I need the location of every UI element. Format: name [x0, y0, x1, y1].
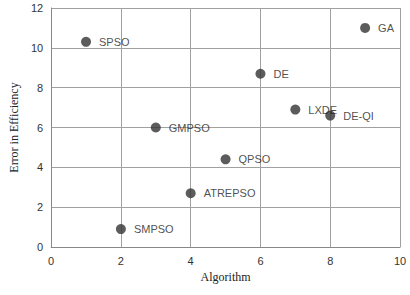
- svg-text:10: 10: [31, 42, 43, 54]
- svg-text:12: 12: [31, 2, 43, 14]
- svg-text:LXDE: LXDE: [308, 104, 337, 116]
- svg-text:Error in Efficiency: Error in Efficiency: [7, 82, 21, 172]
- svg-text:GMPSO: GMPSO: [169, 122, 210, 134]
- svg-text:2: 2: [37, 201, 43, 213]
- svg-text:SMPSO: SMPSO: [134, 223, 174, 235]
- svg-text:8: 8: [327, 255, 333, 267]
- svg-text:4: 4: [188, 255, 194, 267]
- svg-text:10: 10: [394, 255, 406, 267]
- svg-text:2: 2: [118, 255, 124, 267]
- svg-text:ATREPSO: ATREPSO: [204, 187, 256, 199]
- svg-text:0: 0: [37, 241, 43, 253]
- svg-text:Algorithm: Algorithm: [201, 270, 252, 284]
- svg-text:4: 4: [37, 161, 43, 173]
- svg-text:SPSO: SPSO: [99, 36, 130, 48]
- svg-text:QPSO: QPSO: [239, 153, 271, 165]
- svg-text:6: 6: [37, 122, 43, 134]
- svg-text:8: 8: [37, 82, 43, 94]
- svg-text:DE: DE: [273, 68, 288, 80]
- svg-text:0: 0: [48, 255, 54, 267]
- svg-text:GA: GA: [378, 22, 395, 34]
- svg-text:DE-QI: DE-QI: [343, 110, 374, 122]
- svg-text:6: 6: [257, 255, 263, 267]
